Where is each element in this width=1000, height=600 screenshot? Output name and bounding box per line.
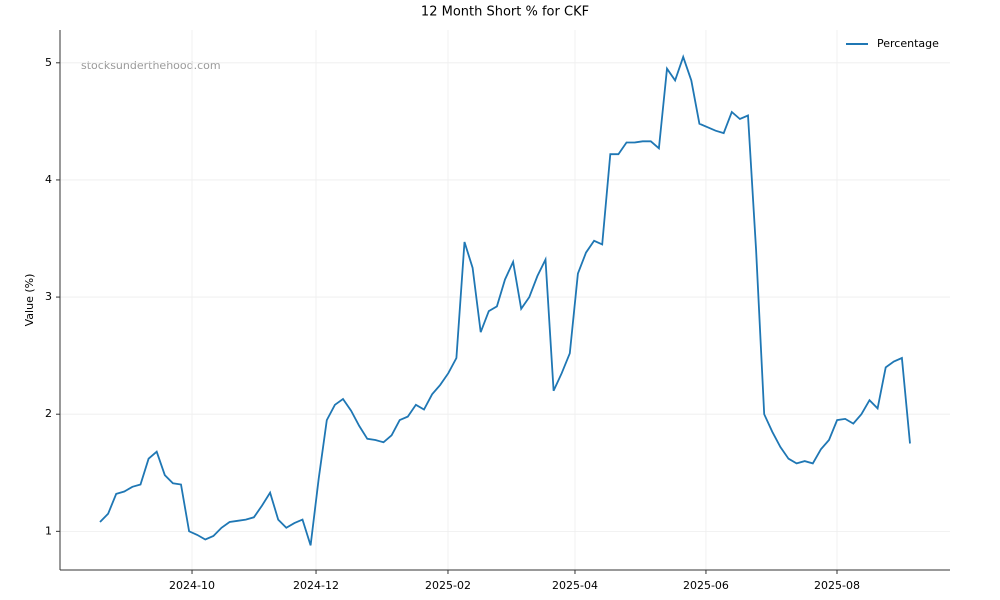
legend-label: Percentage xyxy=(877,37,939,50)
x-tick-label: 2025-06 xyxy=(683,579,729,592)
y-tick-label: 2 xyxy=(45,407,52,420)
x-tick-label: 2024-10 xyxy=(169,579,215,592)
y-tick-label: 3 xyxy=(45,290,52,303)
x-tick-label: 2025-02 xyxy=(425,579,471,592)
x-tick-label: 2025-08 xyxy=(814,579,860,592)
y-tick-label: 1 xyxy=(45,524,52,537)
chart-title: 12 Month Short % for CKF xyxy=(421,5,589,20)
line-series xyxy=(99,54,911,546)
x-tick-label: 2025-04 xyxy=(552,579,598,592)
x-tick-label: 2024-12 xyxy=(293,579,339,592)
y-tick-label: 5 xyxy=(45,56,52,69)
watermark: stocksunderthehood.com xyxy=(81,59,221,72)
y-tick-label: 4 xyxy=(45,173,52,186)
y-axis-label: Value (%) xyxy=(23,274,36,327)
